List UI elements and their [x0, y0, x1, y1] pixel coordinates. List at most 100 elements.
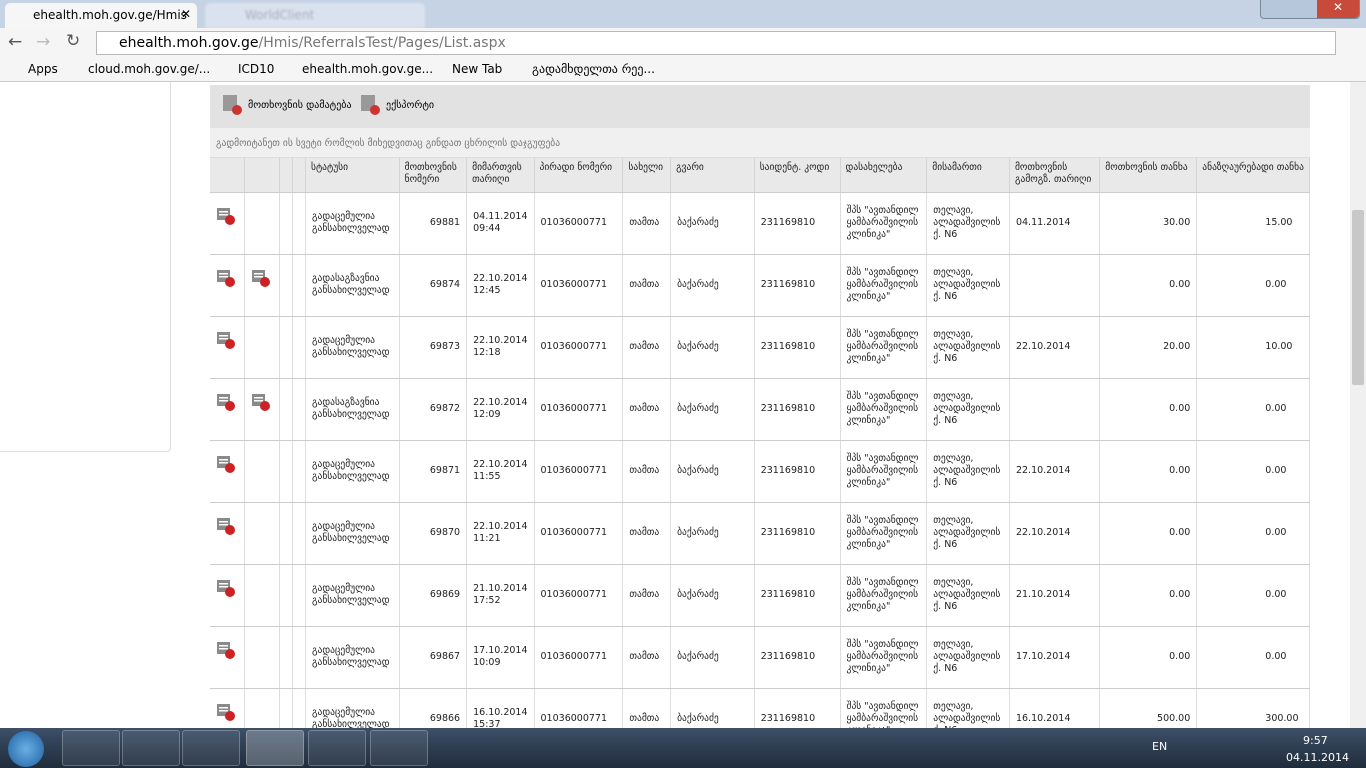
cell: 01036000771 [534, 440, 624, 503]
taskbar-app[interactable] [370, 730, 428, 766]
cell: 69870 [399, 502, 468, 565]
view-icon[interactable] [216, 269, 238, 287]
cell: გადაცემულია განსახილველად [305, 502, 400, 565]
view-icon[interactable] [216, 641, 238, 659]
edit-icon[interactable] [251, 393, 273, 411]
taskbar-app[interactable] [182, 730, 240, 766]
view-icon[interactable] [216, 703, 238, 721]
spacer-cell [279, 564, 293, 627]
tab-active[interactable]: ehealth.moh.gov.ge/Hmis ✕ [5, 3, 197, 28]
back-button[interactable]: ← [8, 32, 23, 52]
language[interactable]: EN [1152, 740, 1168, 753]
spacer-cell [279, 502, 293, 565]
column-header[interactable]: მოთხოვნის ნომერი [399, 158, 468, 193]
bookmark[interactable]: Apps [28, 62, 58, 76]
export-icon[interactable] [360, 94, 382, 116]
cell: შპს "ავთანდილ ყამბარაშვილის კლინიკა" [840, 688, 928, 728]
forward-button[interactable]: → [36, 32, 51, 52]
edit-icon[interactable] [251, 269, 273, 287]
column-header[interactable]: გვარი [670, 158, 755, 193]
url-path: /Hmis/ReferralsTest/Pages/List.aspx [258, 35, 506, 51]
column-header[interactable]: საიდენტ. კოდი [754, 158, 841, 193]
bookmark[interactable]: ICD10 [238, 62, 275, 76]
action-cell [244, 192, 280, 255]
column-header[interactable]: მოთხოვნის გამოგზ. თარიღი [1009, 158, 1101, 193]
tab[interactable]: WorldClient [205, 3, 425, 28]
column-header[interactable]: პირადი ნომერი [534, 158, 624, 193]
tab-close[interactable]: ✕ [180, 7, 191, 21]
table-row[interactable]: გადაცემულია განსახილველად 69873 22.10.2014… [210, 316, 1310, 379]
cell: ბაქარაძე [670, 626, 755, 689]
cell: 69872 [399, 378, 468, 441]
cell: 69874 [399, 254, 468, 317]
bookmark[interactable]: ehealth.moh.gov.ge... [302, 62, 434, 76]
cell: 231169810 [754, 502, 841, 565]
action-cell [210, 254, 245, 317]
cell: 231169810 [754, 688, 841, 728]
bookmark[interactable]: New Tab [452, 62, 503, 76]
clock-time[interactable]: 9:57 [1303, 734, 1328, 747]
taskbar-app[interactable] [308, 730, 366, 766]
cell: 231169810 [754, 192, 841, 255]
table-row[interactable]: გადასაგზავნია განსახილველად 69874 22.10.20… [210, 254, 1310, 317]
cell: ბაქარაძე [670, 254, 755, 317]
spacer-cell [279, 192, 293, 255]
table-row[interactable]: გადაცემულია განსახილველად 69881 04.11.2014… [210, 192, 1310, 255]
spacer-cell [279, 378, 293, 441]
cell: გადასაგზავნია განსახილველად [305, 254, 400, 317]
view-icon[interactable] [216, 517, 238, 535]
cell: 01036000771 [534, 254, 624, 317]
column-header[interactable]: ანაზღაურებადი თანხა [1196, 158, 1310, 193]
taskbar-app[interactable] [122, 730, 180, 766]
cell: 0.00 [1099, 626, 1198, 689]
add-button[interactable]: მოთხოვნის დამატება [248, 100, 352, 111]
table-row[interactable]: გადაცემულია განსახილველად 69869 21.10.2014… [210, 564, 1310, 627]
spacer-cell [292, 564, 306, 627]
view-icon[interactable] [216, 207, 238, 225]
view-icon[interactable] [216, 393, 238, 411]
action-cell [244, 440, 280, 503]
column-header[interactable]: მოთხოვნის თანხა [1099, 158, 1198, 193]
table-row[interactable]: გადაცემულია განსახილველად 69870 22.10.2014… [210, 502, 1310, 565]
column-header[interactable]: სახელი [622, 158, 672, 193]
add-icon[interactable] [222, 94, 244, 116]
spacer-cell [292, 254, 306, 317]
column-header[interactable]: მიმართვის თარიღი [466, 158, 535, 193]
table-row[interactable]: გადაცემულია განსახილველად 69871 22.10.2014… [210, 440, 1310, 503]
view-icon[interactable] [216, 331, 238, 349]
cell: 300.00 [1196, 688, 1310, 728]
column-header[interactable]: დასახელება [840, 158, 928, 193]
export-button[interactable]: ექსპორტი [386, 100, 435, 111]
window-controls[interactable]: ✕ [1260, 0, 1360, 19]
bookmark[interactable]: cloud.moh.gov.ge/... [88, 62, 211, 76]
scrollbar[interactable] [1350, 82, 1366, 728]
cell: თამთა [622, 564, 672, 627]
cell: ბაქარაძე [670, 378, 755, 441]
taskbar-app[interactable] [62, 730, 120, 766]
table-row[interactable]: გადაცემულია განსახილველად 69866 16.10.2014… [210, 688, 1310, 728]
cell: გადაცემულია განსახილველად [305, 564, 400, 627]
reload-button[interactable]: ↻ [66, 31, 81, 51]
clock-date[interactable]: 04.11.2014 [1286, 751, 1349, 764]
bookmarks-bar: Apps cloud.moh.gov.ge/... ICD10 ehealth.moh… [0, 58, 1366, 82]
cell: შპს "ავთანდილ ყამბარაშვილის კლინიკა" [840, 316, 928, 379]
cell: თამთა [622, 192, 672, 255]
cell: ბაქარაძე [670, 502, 755, 565]
cell: 22.10.2014 12:18 [466, 316, 535, 379]
view-icon[interactable] [216, 579, 238, 597]
table-row[interactable]: გადასაგზავნია განსახილველად 69872 22.10.20… [210, 378, 1310, 441]
column-header[interactable]: მისამართი [926, 158, 1010, 193]
bookmark[interactable]: გადამხდელთა რეე... [532, 62, 655, 76]
taskbar-app[interactable] [246, 730, 304, 766]
start-button[interactable] [8, 731, 44, 767]
table-row[interactable]: გადაცემულია განსახილველად 69867 17.10.2014… [210, 626, 1310, 689]
view-icon[interactable] [216, 455, 238, 473]
address-bar[interactable]: ehealth.moh.gov.ge/Hmis/ReferralsTest/Pa… [96, 31, 1336, 55]
cell: 231169810 [754, 254, 841, 317]
spacer-cell [292, 378, 306, 441]
cell: 01036000771 [534, 502, 624, 565]
column-header[interactable]: სტატუსი [305, 158, 400, 193]
cell: 22.10.2014 11:55 [466, 440, 535, 503]
action-cell [210, 626, 245, 689]
cell: 0.00 [1099, 378, 1198, 441]
